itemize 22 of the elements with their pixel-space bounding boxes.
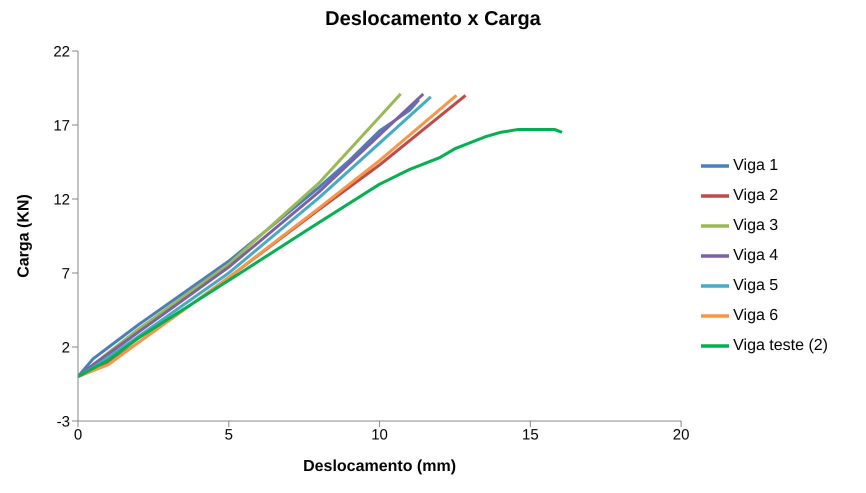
- y-tick-label: 2: [62, 339, 70, 356]
- legend-label: Viga 1: [733, 157, 778, 174]
- y-axis-title: Carga (KN): [16, 194, 33, 278]
- line-series: [78, 128, 564, 378]
- x-tick-label: 10: [371, 426, 388, 444]
- y-tick-label: 12: [53, 191, 70, 208]
- legend-label: Viga 6: [733, 307, 778, 324]
- y-tick-label: 22: [53, 43, 70, 60]
- legend-label: Viga 3: [733, 217, 778, 234]
- y-tick-label: -3: [56, 413, 70, 430]
- x-tick-label: 5: [224, 426, 233, 444]
- y-tick-label: 7: [62, 265, 70, 282]
- x-axis-title: Deslocamento (mm): [303, 458, 456, 475]
- legend-label: Viga 5: [733, 277, 778, 294]
- y-tick-label: 17: [53, 117, 70, 134]
- x-tick-label: 0: [74, 426, 82, 444]
- x-tick-label: 15: [522, 426, 539, 444]
- legend-label: Viga 2: [733, 187, 778, 204]
- legend-label: Viga teste (2): [733, 337, 828, 354]
- legend-label: Viga 4: [733, 247, 778, 264]
- x-tick-label: 20: [672, 426, 690, 444]
- chart-title: Deslocamento x Carga: [324, 8, 542, 31]
